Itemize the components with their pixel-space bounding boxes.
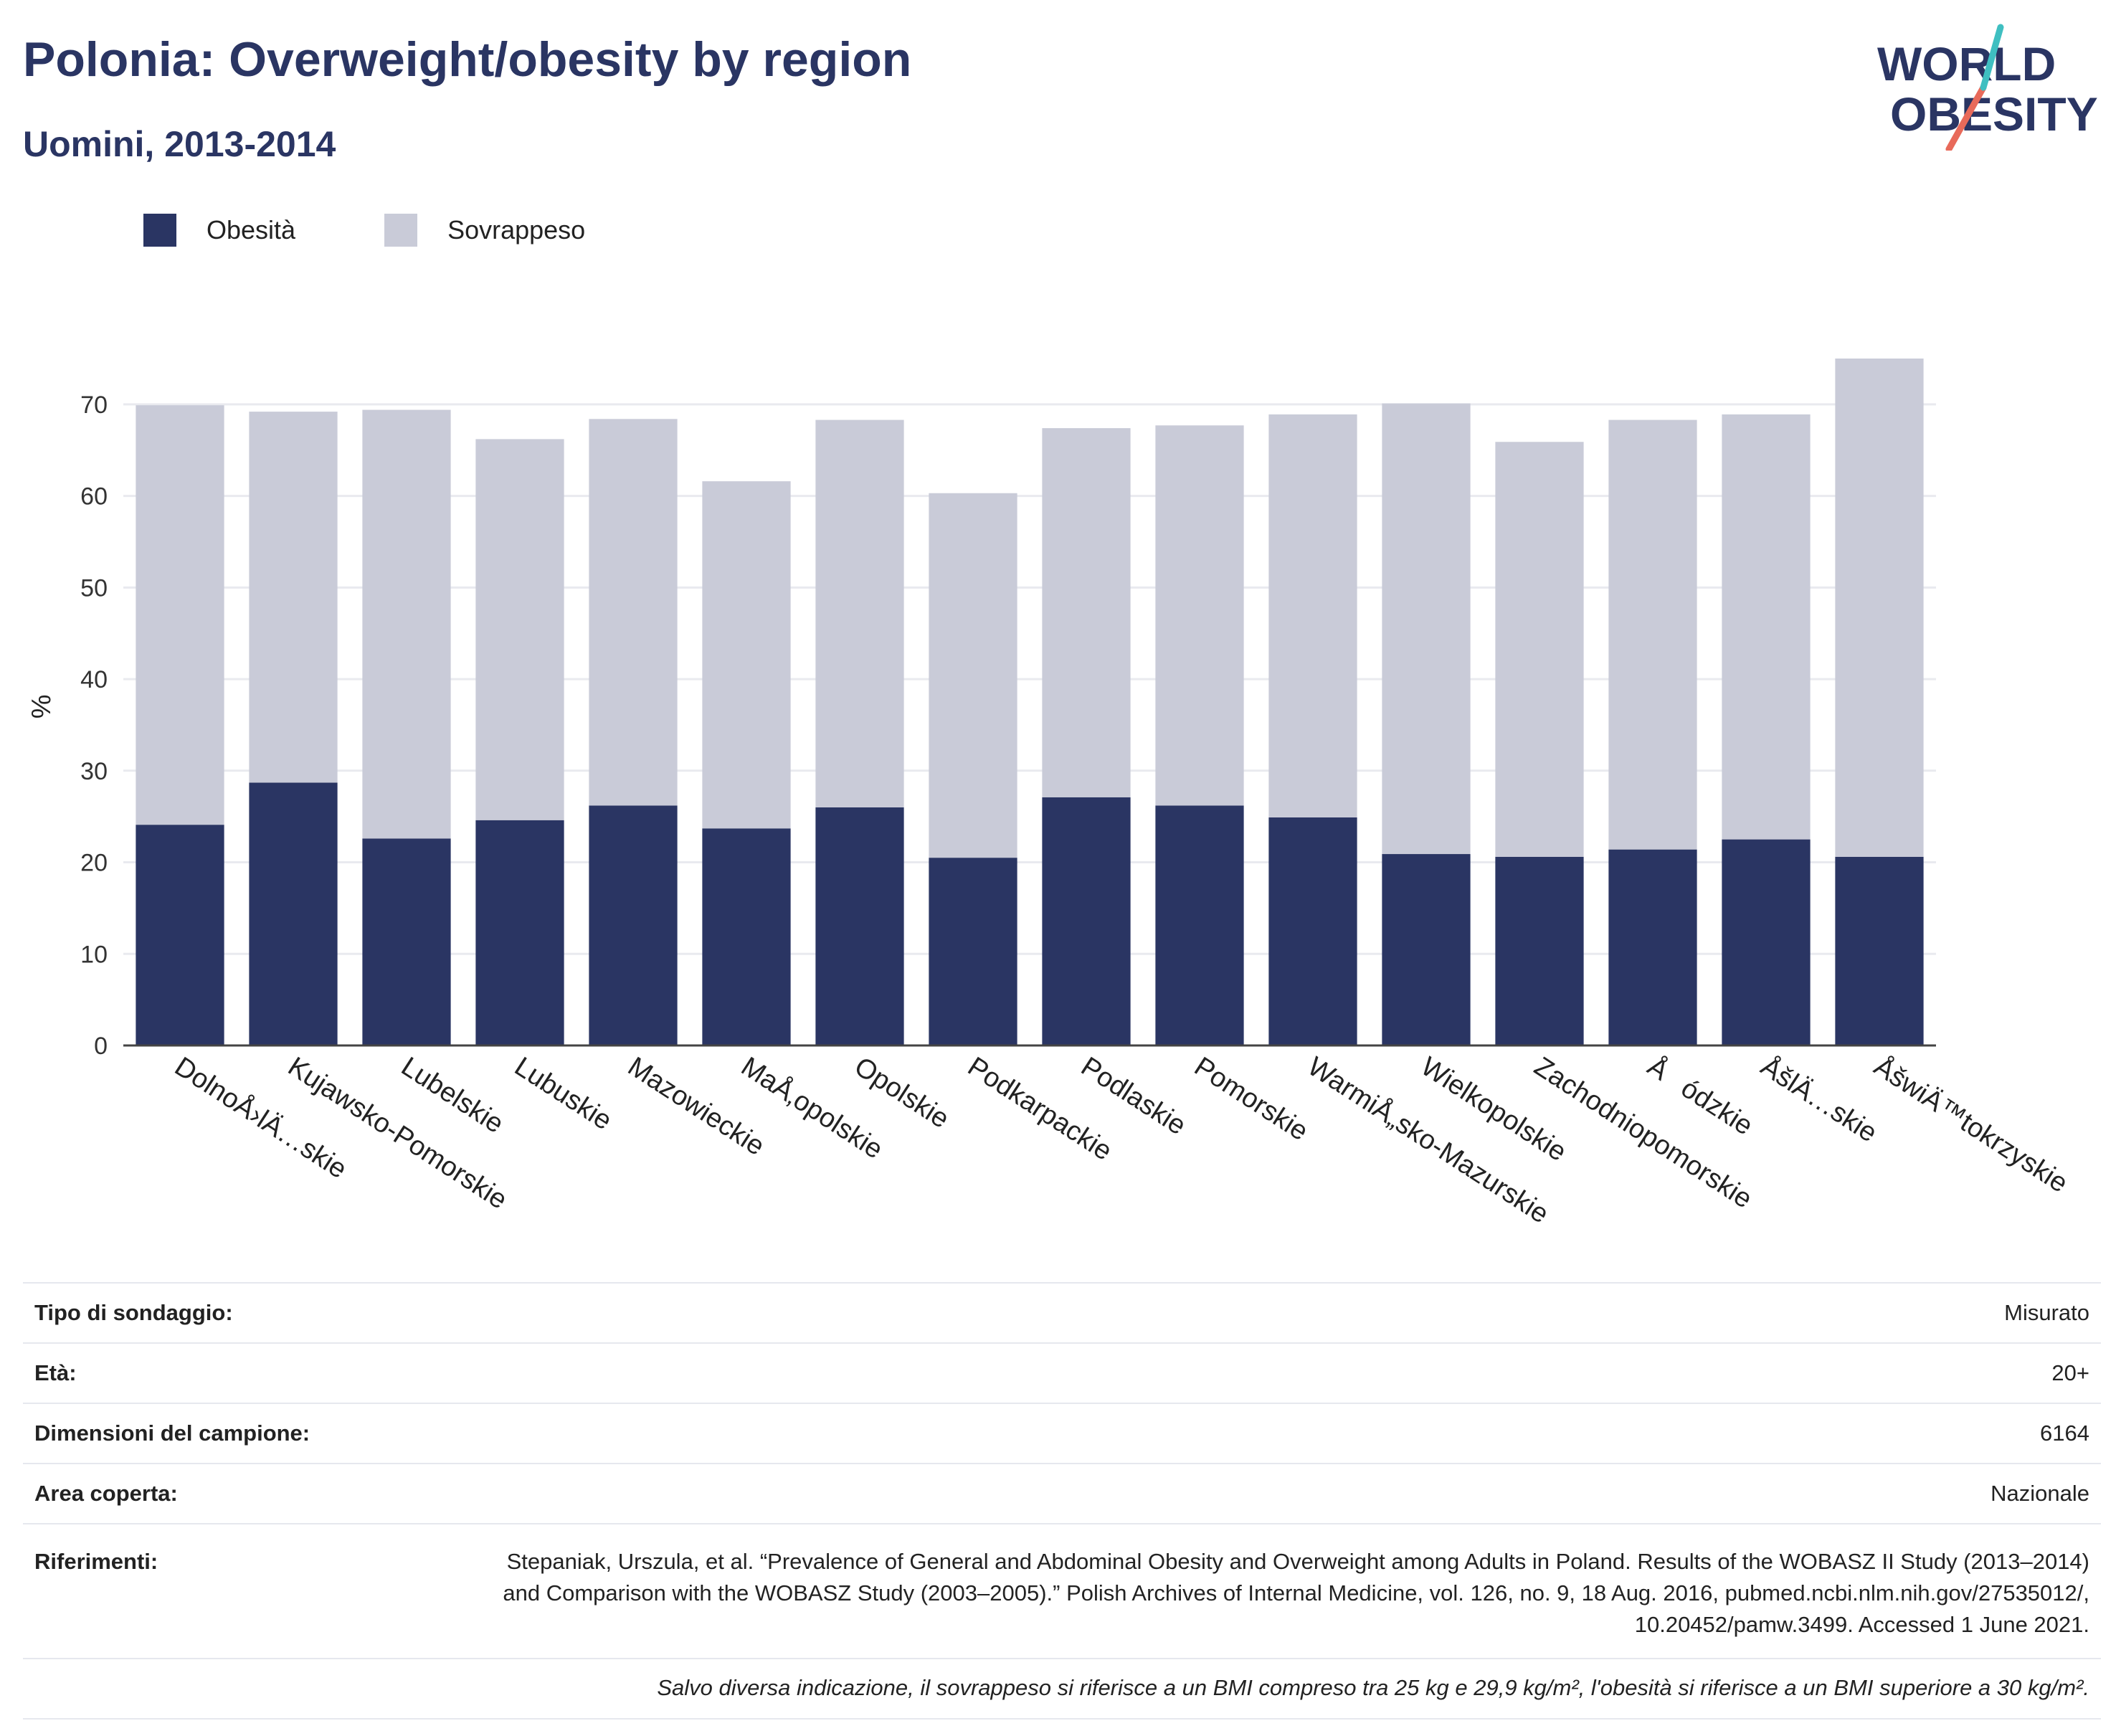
bar-segment bbox=[475, 439, 564, 820]
bar-segment bbox=[929, 858, 1017, 1045]
bar-segment bbox=[475, 820, 564, 1045]
info-row-age: Età: 20+ bbox=[23, 1344, 2101, 1404]
x-tick-label: Lubuskie bbox=[509, 1051, 617, 1136]
logo-line2: OBESITY bbox=[1890, 87, 2098, 141]
y-tick-label: 30 bbox=[80, 758, 108, 785]
survey-type-label: Tipo di sondaggio: bbox=[34, 1300, 233, 1325]
bar-segment bbox=[1608, 419, 1697, 850]
references-value: Stepaniak, Urszula, et al. “Prevalence o… bbox=[503, 1549, 2089, 1637]
survey-type-value: Misurato bbox=[2004, 1300, 2089, 1325]
chart-legend: Obesità Sovrappeso bbox=[143, 214, 674, 247]
legend-swatch-overweight bbox=[384, 214, 418, 247]
info-table: Tipo di sondaggio: Misurato Età: 20+ Dim… bbox=[23, 1282, 2101, 1720]
bar-segment bbox=[1382, 403, 1471, 855]
area-value: Nazionale bbox=[1990, 1481, 2089, 1506]
bar-segment bbox=[589, 419, 678, 806]
bar-segment bbox=[1042, 797, 1131, 1045]
bar-segment bbox=[249, 782, 338, 1045]
info-row-survey-type: Tipo di sondaggio: Misurato bbox=[23, 1284, 2101, 1344]
logo-slash-teal bbox=[1980, 24, 2004, 91]
world-obesity-logo: WORLD OBESITY bbox=[1877, 24, 2098, 151]
x-tick-label: ÅšwiÄ™tokrzyskie bbox=[1869, 1050, 2074, 1199]
chart-title: Polonia: Overweight/obesity by region bbox=[23, 32, 912, 87]
y-axis-label: % bbox=[27, 694, 57, 718]
bar-segment bbox=[362, 838, 451, 1045]
bar-segment bbox=[702, 828, 791, 1045]
bar-segment bbox=[929, 493, 1017, 858]
bar-segment bbox=[815, 807, 904, 1045]
x-tick-label: ÅšlÄ…skie bbox=[1755, 1050, 1883, 1149]
y-tick-label: 60 bbox=[80, 483, 108, 511]
bar-segment bbox=[1268, 414, 1357, 817]
bar-segment bbox=[1155, 425, 1244, 806]
references-label: Riferimenti: bbox=[34, 1549, 158, 1574]
y-tick-label: 0 bbox=[94, 1033, 108, 1060]
bar-segment bbox=[702, 481, 791, 829]
definition-note: Salvo diversa indicazione, il sovrappeso… bbox=[23, 1659, 2101, 1720]
bar-segment bbox=[1495, 856, 1584, 1045]
bar-segment bbox=[815, 419, 904, 807]
chart-subtitle: Uomini, 2013-2014 bbox=[23, 124, 336, 164]
sample-size-label: Dimensioni del campione: bbox=[34, 1420, 310, 1446]
bar-segment bbox=[249, 412, 338, 783]
area-label: Area coperta: bbox=[34, 1481, 178, 1506]
legend-item-overweight[interactable]: Sovrappeso bbox=[384, 214, 585, 247]
sample-size-value: 6164 bbox=[2040, 1420, 2089, 1446]
y-tick-label: 10 bbox=[80, 941, 108, 968]
bar-segment bbox=[1608, 849, 1697, 1045]
bar-segment bbox=[1835, 359, 1924, 857]
x-tick-label: Opolskie bbox=[849, 1051, 954, 1134]
bar-segment bbox=[1835, 856, 1924, 1045]
bar-segment bbox=[1722, 414, 1811, 840]
stacked-bar-chart: 010203040506070%DolnoÅ›lÄ…skieKujawsko-P… bbox=[27, 359, 2074, 1230]
legend-swatch-obesity bbox=[143, 214, 176, 247]
age-label: Età: bbox=[34, 1360, 77, 1385]
legend-item-obesity[interactable]: Obesità bbox=[143, 214, 295, 247]
bar-segment bbox=[589, 805, 678, 1045]
bar-segment bbox=[1268, 817, 1357, 1045]
logo-line1: WORLD bbox=[1877, 37, 2056, 90]
y-tick-label: 50 bbox=[80, 574, 108, 602]
bar-segment bbox=[1042, 428, 1131, 797]
legend-label-overweight: Sovrappeso bbox=[447, 215, 586, 245]
info-row-area: Area coperta: Nazionale bbox=[23, 1464, 2101, 1524]
y-tick-label: 40 bbox=[80, 666, 108, 693]
legend-label-obesity: Obesità bbox=[207, 215, 296, 245]
info-row-sample-size: Dimensioni del campione: 6164 bbox=[23, 1404, 2101, 1464]
bar-segment bbox=[1155, 805, 1244, 1045]
bar-segment bbox=[136, 825, 224, 1045]
bar-segment bbox=[362, 409, 451, 839]
bar-segment bbox=[136, 405, 224, 825]
bar-segment bbox=[1722, 839, 1811, 1045]
y-tick-label: 70 bbox=[80, 392, 108, 419]
logo-slash-red bbox=[1945, 84, 1987, 151]
age-value: 20+ bbox=[2051, 1360, 2089, 1385]
bar-segment bbox=[1382, 854, 1471, 1045]
info-row-references: Riferimenti: Stepaniak, Urszula, et al. … bbox=[23, 1524, 2101, 1659]
x-tick-label: Pomorskie bbox=[1189, 1051, 1313, 1147]
bar-segment bbox=[1495, 442, 1584, 857]
y-tick-label: 20 bbox=[80, 850, 108, 877]
